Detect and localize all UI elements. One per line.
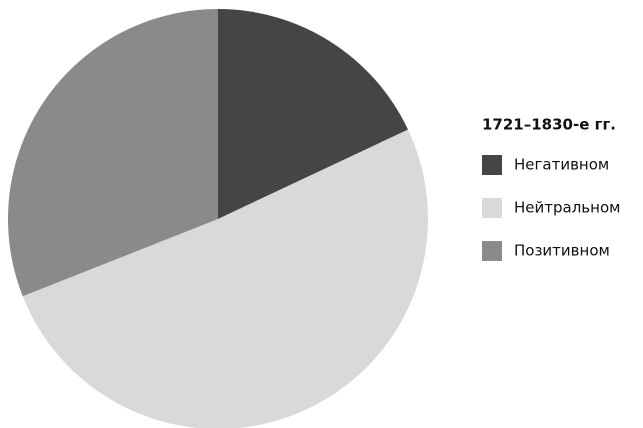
legend-title: 1721–1830-е гг. — [482, 116, 616, 134]
legend-label: Негативном — [514, 156, 609, 174]
legend-swatch — [482, 198, 502, 218]
legend-swatch — [482, 241, 502, 261]
legend-label: Позитивном — [514, 242, 610, 260]
pie-slice — [218, 9, 409, 219]
pie-slice — [22, 129, 428, 428]
pie-slice — [7, 9, 218, 297]
legend-label: Нейтральном — [514, 199, 620, 217]
legend-swatch — [482, 155, 502, 175]
